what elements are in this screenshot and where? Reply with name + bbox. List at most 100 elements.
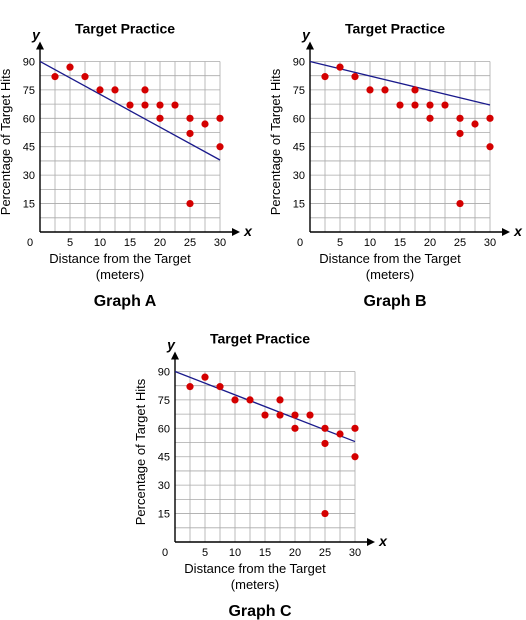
data-point (321, 424, 329, 432)
data-point (366, 86, 374, 94)
x-tick-label: 10 (364, 237, 376, 249)
y-tick-label: 30 (158, 480, 170, 492)
x-tick-label: 15 (394, 237, 406, 249)
data-point (216, 383, 224, 391)
data-point (426, 101, 434, 109)
y-tick-label: 15 (23, 199, 35, 211)
y-tick-label: 75 (293, 85, 305, 97)
x-tick-label: 25 (184, 237, 196, 249)
chart-title: Target Practice (345, 20, 445, 36)
data-point (336, 430, 344, 438)
data-point (381, 86, 389, 94)
data-point (186, 199, 194, 208)
x-tick-label: 10 (229, 547, 241, 559)
data-point (276, 396, 284, 404)
data-point (261, 411, 269, 419)
x-axis-variable: x (243, 223, 253, 239)
x-tick-label: 15 (259, 547, 271, 559)
y-axis-label: Percentage of Target Hits (268, 68, 283, 215)
data-point (156, 114, 164, 122)
y-tick-label: 75 (158, 395, 170, 407)
data-point (321, 509, 329, 518)
data-point (156, 101, 164, 109)
y-axis-variable: y (31, 26, 41, 42)
y-tick-label: 15 (158, 509, 170, 521)
x-tick-label: 0 (27, 237, 33, 249)
x-tick-label: 30 (349, 547, 361, 559)
chart-1: 0 5 10 15 20 25 30 15 30 45 60 75 90 x y Target Practic… (0, 20, 253, 310)
data-point (456, 199, 464, 208)
data-point (216, 114, 224, 122)
data-point (456, 114, 464, 122)
x-tick-label: 10 (94, 237, 106, 249)
data-point (201, 373, 209, 381)
x-tick-label: 5 (202, 547, 208, 559)
data-point (411, 86, 419, 94)
data-point (81, 73, 89, 81)
x-axis-variable: x (378, 533, 388, 549)
data-point (306, 411, 314, 419)
data-point (141, 86, 149, 94)
y-tick-label: 90 (23, 56, 35, 68)
y-axis-label: Percentage of Target Hits (133, 378, 148, 525)
x-tick-label: 5 (337, 237, 343, 249)
y-tick-label: 60 (158, 423, 170, 435)
data-point (351, 73, 359, 81)
data-point (96, 86, 104, 94)
data-point (321, 439, 329, 448)
x-tick-label: 25 (319, 547, 331, 559)
y-axis-arrow (171, 351, 179, 360)
data-point (216, 143, 224, 151)
chart-2: 0 5 10 15 20 25 30 15 30 45 60 75 90 x y Target Practic… (268, 20, 523, 310)
x-tick-label: 5 (67, 237, 73, 249)
grid (174, 371, 356, 543)
y-axis-arrow (306, 41, 314, 50)
data-point (441, 101, 449, 109)
x-tick-label: 0 (297, 237, 303, 249)
data-point (51, 73, 59, 81)
x-axis-unit: (meters) (96, 267, 144, 282)
data-point (291, 424, 299, 432)
y-tick-label: 15 (293, 199, 305, 211)
data-point (231, 396, 239, 404)
y-axis-variable: y (166, 336, 176, 352)
x-tick-label: 20 (154, 237, 166, 249)
data-point (186, 383, 194, 391)
x-axis-unit: (meters) (231, 577, 279, 592)
graph-caption: Graph C (228, 603, 292, 620)
data-point (276, 411, 284, 419)
x-tick-label: 15 (124, 237, 136, 249)
y-tick-label: 90 (293, 56, 305, 68)
y-tick-label: 75 (23, 85, 35, 97)
y-tick-label: 60 (23, 113, 35, 125)
y-tick-label: 90 (158, 366, 170, 378)
data-point (486, 143, 494, 151)
x-tick-label: 25 (454, 237, 466, 249)
x-tick-label: 30 (484, 237, 496, 249)
x-tick-label: 20 (289, 547, 301, 559)
grid (309, 61, 491, 233)
data-point (396, 101, 404, 109)
data-point (126, 101, 134, 109)
x-axis-label: Distance from the Target (184, 561, 326, 576)
y-axis-label: Percentage of Target Hits (0, 68, 13, 215)
data-point (426, 114, 434, 122)
data-point (336, 63, 344, 71)
y-tick-label: 45 (293, 142, 305, 154)
data-point (351, 453, 359, 461)
data-point (186, 114, 194, 122)
x-axis-arrow (367, 538, 375, 546)
x-tick-label: 0 (162, 547, 168, 559)
x-axis-unit: (meters) (366, 267, 414, 282)
trend-line (39, 60, 221, 161)
y-tick-label: 45 (158, 452, 170, 464)
data-point (291, 411, 299, 419)
y-tick-label: 60 (293, 113, 305, 125)
data-point (486, 114, 494, 122)
chart-title: Target Practice (75, 20, 175, 36)
y-tick-label: 45 (23, 142, 35, 154)
data-point (66, 63, 74, 71)
x-tick-label: 30 (214, 237, 226, 249)
data-point (141, 101, 149, 109)
x-axis-arrow (232, 228, 240, 236)
